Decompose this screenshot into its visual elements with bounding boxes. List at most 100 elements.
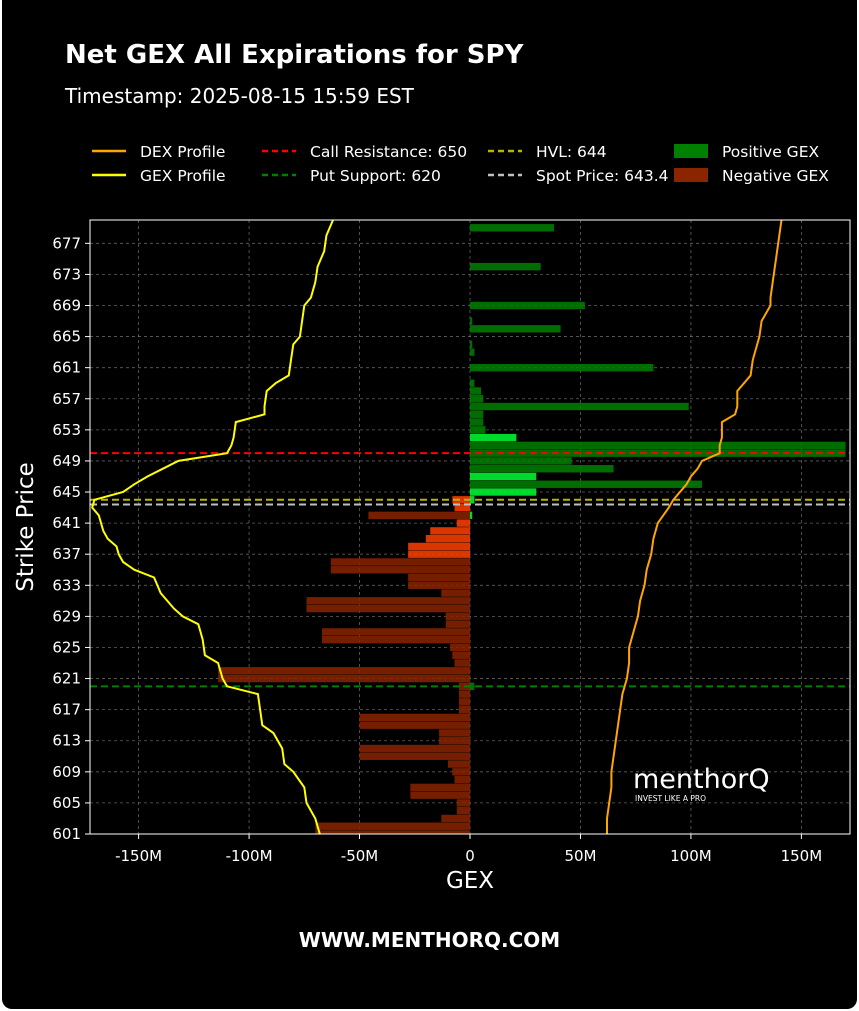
negative-gex-bar <box>359 721 470 729</box>
negative-gex-bar <box>359 744 470 753</box>
negative-gex-bar <box>306 597 470 605</box>
x-tick-label: 150M <box>781 847 823 865</box>
positive-gex-bar <box>470 472 537 481</box>
chart-title: Net GEX All Expirations for SPY <box>65 40 524 70</box>
positive-gex-bar <box>470 262 541 271</box>
x-tick-label: 100M <box>670 847 712 865</box>
negative-gex-bar <box>408 542 470 551</box>
positive-gex-bar <box>470 511 473 520</box>
legend-swatch <box>674 168 708 182</box>
positive-gex-bar <box>470 363 654 372</box>
positive-gex-bar <box>470 457 572 465</box>
positive-gex-bar <box>470 441 846 450</box>
x-axis-label: GEX <box>446 868 494 894</box>
dex-profile-line <box>606 220 783 834</box>
legend-label: GEX Profile <box>140 167 226 185</box>
y-tick-label: 629 <box>52 607 81 625</box>
negative-gex-bar <box>456 806 470 815</box>
y-tick-label: 617 <box>52 701 81 719</box>
legend-label: DEX Profile <box>140 143 225 161</box>
y-tick-label: 605 <box>52 794 81 812</box>
y-tick-label: 621 <box>52 670 81 688</box>
y-tick-label: 677 <box>52 234 81 252</box>
negative-gex-bar <box>458 698 470 706</box>
negative-gex-bar <box>454 503 470 512</box>
x-tick-label: 50M <box>564 847 596 865</box>
negative-gex-bar <box>456 519 470 527</box>
x-tick-label: -150M <box>115 847 162 865</box>
positive-gex-bar <box>470 317 473 325</box>
negative-gex-bar <box>315 830 470 834</box>
positive-gex-bar <box>470 325 561 333</box>
negative-gex-bar <box>447 760 470 768</box>
logo-tagline: INVEST LIKE A PRO <box>635 794 706 803</box>
chart-timestamp: Timestamp: 2025-08-15 15:59 EST <box>65 84 414 108</box>
negative-gex-bar <box>452 768 470 776</box>
positive-gex-bar <box>470 426 486 434</box>
legend-label: HVL: 644 <box>536 143 607 161</box>
positive-gex-bar <box>470 301 585 310</box>
x-tick-label: -100M <box>226 847 273 865</box>
negative-gex-bar <box>441 814 470 823</box>
negative-gex-bar <box>452 496 470 504</box>
negative-gex-bar <box>408 573 470 582</box>
negative-gex-bar <box>439 737 470 745</box>
negative-gex-bar <box>315 822 470 830</box>
negative-gex-bar <box>439 729 470 737</box>
negative-gex-bar <box>330 566 470 574</box>
y-tick-label: 613 <box>52 732 81 750</box>
negative-gex-bar <box>456 799 470 807</box>
negative-gex-bar <box>454 775 470 784</box>
y-tick-label: 673 <box>52 265 81 283</box>
negative-gex-bar <box>368 511 470 520</box>
negative-gex-bar <box>458 690 470 698</box>
website-footer: WWW.MENTHORQ.COM <box>298 928 561 952</box>
negative-gex-bar <box>445 620 470 628</box>
positive-gex-bar <box>470 465 614 473</box>
negative-gex-bar <box>445 612 470 621</box>
positive-gex-bar <box>470 410 484 418</box>
negative-gex-bar <box>454 659 470 667</box>
negative-gex-bar <box>450 643 470 652</box>
x-tick-label: 0 <box>465 847 475 865</box>
y-tick-label: 669 <box>52 296 81 314</box>
y-tick-label: 625 <box>52 638 81 656</box>
y-tick-label: 649 <box>52 452 81 470</box>
y-axis-label: Strike Price <box>13 462 39 592</box>
positive-gex-bar <box>470 379 475 387</box>
negative-gex-bar <box>430 527 470 535</box>
positive-gex-bar <box>470 387 482 395</box>
legend-label: Spot Price: 643.4 <box>536 167 669 185</box>
legend-label: Put Support: 620 <box>310 167 441 185</box>
negative-gex-bar <box>218 674 470 683</box>
y-tick-label: 637 <box>52 545 81 563</box>
negative-gex-bar <box>218 667 470 675</box>
positive-gex-bar <box>470 480 702 488</box>
y-tick-label: 645 <box>52 483 81 501</box>
menthorq-logo: menthorQ INVEST LIKE A PRO <box>633 764 770 803</box>
y-tick-label: 665 <box>52 328 81 346</box>
negative-gex-bar <box>330 558 470 566</box>
positive-gex-bar <box>470 395 484 403</box>
negative-gex-bar <box>321 628 470 636</box>
negative-gex-bar <box>408 550 470 558</box>
legend-label: Negative GEX <box>722 167 829 185</box>
negative-gex-bar <box>425 534 470 543</box>
logo-wordmark: menthorQ <box>633 764 770 795</box>
negative-gex-bar <box>306 604 470 613</box>
negative-gex-bar <box>441 589 470 597</box>
legend-swatch <box>674 144 708 158</box>
negative-gex-bar <box>410 783 470 792</box>
negative-gex-bar <box>410 791 470 799</box>
y-tick-label: 641 <box>52 514 81 532</box>
y-tick-label: 661 <box>52 359 81 377</box>
positive-gex-bar <box>470 402 689 411</box>
positive-gex-bar <box>470 682 475 691</box>
negative-gex-bar <box>359 752 470 760</box>
y-tick-label: 609 <box>52 763 81 781</box>
positive-gex-bar <box>470 224 554 232</box>
negative-gex-bar <box>359 713 470 722</box>
positive-gex-bar <box>470 496 475 504</box>
negative-gex-bar <box>408 581 470 589</box>
